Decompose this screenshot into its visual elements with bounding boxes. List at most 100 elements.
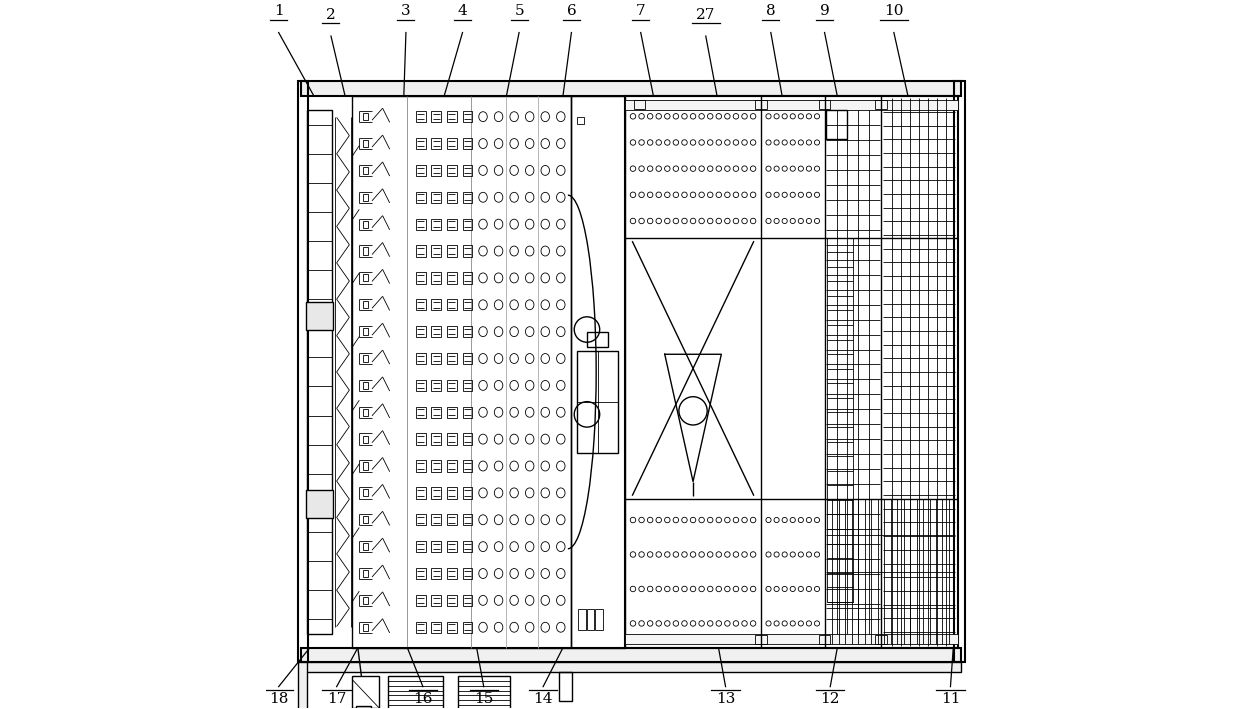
Bar [626,634,958,644]
Bar [416,191,426,203]
Bar [416,568,426,579]
Bar [416,245,426,257]
Bar [431,138,441,149]
Bar [462,541,472,552]
Bar [447,541,457,552]
Bar [363,301,368,308]
Bar [363,194,368,201]
Bar [363,408,368,415]
Bar [363,489,368,496]
Bar [447,460,457,471]
Bar [447,326,457,337]
Bar [431,299,441,311]
Bar [571,96,626,648]
Bar [416,218,426,230]
Bar [363,462,368,469]
Bar [462,568,472,579]
Bar [363,516,368,523]
Bar [363,167,368,174]
Bar [363,328,368,335]
Bar [462,138,472,149]
Bar [579,609,586,630]
Bar [416,164,426,176]
Text: 2: 2 [326,8,336,22]
Bar [826,111,847,138]
Text: 1: 1 [274,4,284,18]
Text: 8: 8 [766,4,776,18]
Bar [577,351,618,453]
Bar [307,111,332,634]
Text: 16: 16 [413,693,432,706]
Bar [819,100,830,109]
Bar [416,353,426,364]
Bar [306,302,333,330]
Bar [876,635,887,644]
Bar [447,595,457,606]
Bar [447,245,457,257]
Bar [416,111,426,123]
Bar [416,595,426,606]
Bar [416,622,426,633]
Text: 27: 27 [696,8,715,22]
Bar [431,380,441,391]
Bar [819,635,830,644]
Bar [462,218,472,230]
Bar [416,272,426,284]
Bar [462,191,472,203]
Bar [431,460,441,471]
Bar [828,238,852,602]
Bar [416,406,426,418]
Bar [352,676,379,708]
Bar [447,299,457,311]
Bar [297,662,307,709]
Bar [363,435,368,442]
Bar [462,406,472,418]
Bar [462,460,472,471]
Bar [447,568,457,579]
Bar [431,326,441,337]
Bar [431,245,441,257]
Bar [462,164,472,176]
Bar [416,380,426,391]
Bar [416,514,426,525]
Bar [431,353,441,364]
Bar [301,662,961,673]
Bar [447,622,457,633]
Bar [431,622,441,633]
Bar [363,140,368,147]
Text: 11: 11 [940,693,960,706]
Bar [388,676,442,709]
Bar [416,541,426,552]
Bar [447,111,457,123]
Bar [447,353,457,364]
Bar [431,514,441,525]
Text: 6: 6 [566,4,576,18]
Bar [431,433,441,445]
Text: 7: 7 [636,4,646,18]
Bar [462,245,472,257]
Text: 15: 15 [475,693,493,706]
Bar [416,299,426,311]
Bar [447,406,457,418]
Text: 13: 13 [716,693,735,706]
Bar [587,332,608,347]
Text: 3: 3 [401,4,411,18]
Text: 4: 4 [457,4,467,18]
Bar [363,247,368,255]
Bar [447,380,457,391]
Bar [357,706,370,709]
Bar [462,487,472,498]
Bar [954,81,965,662]
Bar [431,191,441,203]
Bar [363,543,368,550]
Bar [587,609,593,630]
Bar [462,514,472,525]
Bar [431,111,441,123]
Bar [363,624,368,631]
Bar [462,299,472,311]
Bar [462,111,472,123]
Bar [462,622,472,633]
Bar [306,490,333,518]
Bar [447,191,457,203]
Bar [363,570,368,577]
